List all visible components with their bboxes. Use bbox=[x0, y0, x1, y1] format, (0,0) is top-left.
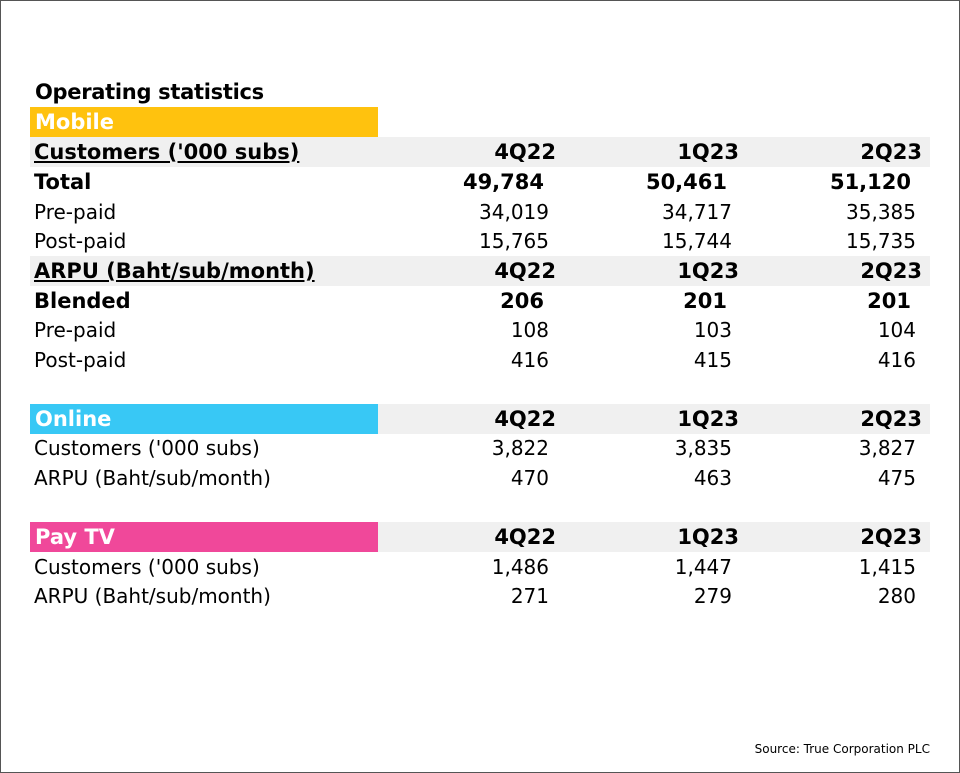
quarter-label: 1Q23 bbox=[677, 525, 739, 549]
mobile-arpu-header-row: ARPU (Baht/sub/month) 4Q22 1Q23 2Q23 bbox=[30, 256, 930, 286]
mobile-customers-header-row: Customers ('000 subs) 4Q22 1Q23 2Q23 bbox=[30, 137, 930, 167]
row-value: 3,822 bbox=[491, 436, 549, 460]
mobile-section-bar bbox=[30, 107, 378, 137]
row-value: 104 bbox=[877, 318, 916, 342]
mobile-total-row: Total 49,784 50,461 51,120 bbox=[30, 167, 930, 197]
row-value: 34,019 bbox=[479, 200, 549, 224]
row-value: 1,486 bbox=[491, 555, 549, 579]
row-value: 34,717 bbox=[662, 200, 732, 224]
quarter-label: 4Q22 bbox=[494, 140, 556, 164]
row-value: 3,827 bbox=[858, 436, 916, 460]
page-title: Operating statistics bbox=[35, 80, 264, 104]
row-value: 15,735 bbox=[846, 229, 916, 253]
quarter-label: 2Q23 bbox=[860, 259, 922, 283]
mobile-blended-row: Blended 206 201 201 bbox=[30, 286, 930, 316]
customers-header-label: Customers ('000 subs) bbox=[34, 140, 300, 164]
online-customers-row: Customers ('000 subs) 3,822 3,835 3,827 bbox=[30, 433, 930, 463]
row-value: 280 bbox=[877, 584, 916, 608]
mobile-arpu-postpaid-row: Post-paid 416 415 416 bbox=[30, 345, 930, 375]
quarter-label: 4Q22 bbox=[494, 407, 556, 431]
quarter-label: 1Q23 bbox=[677, 259, 739, 283]
quarter-label: 4Q22 bbox=[494, 259, 556, 283]
row-label: Customers ('000 subs) bbox=[34, 555, 260, 579]
row-value: 50,461 bbox=[645, 170, 727, 194]
row-value: 475 bbox=[877, 466, 916, 490]
row-value: 1,447 bbox=[674, 555, 732, 579]
quarter-label: 4Q22 bbox=[494, 525, 556, 549]
row-label: Pre-paid bbox=[34, 200, 117, 224]
row-value: 49,784 bbox=[462, 170, 544, 194]
row-value: 201 bbox=[867, 289, 911, 313]
row-label: Post-paid bbox=[34, 229, 127, 253]
online-section-bar bbox=[30, 404, 378, 434]
row-value: 35,385 bbox=[846, 200, 916, 224]
quarter-label: 2Q23 bbox=[860, 140, 922, 164]
quarter-label: 1Q23 bbox=[677, 407, 739, 431]
mobile-arpu-prepaid-row: Pre-paid 108 103 104 bbox=[30, 315, 930, 345]
arpu-header-label: ARPU (Baht/sub/month) bbox=[34, 259, 315, 283]
mobile-section-label: Mobile bbox=[35, 110, 114, 134]
paytv-customers-row: Customers ('000 subs) 1,486 1,447 1,415 bbox=[30, 552, 930, 582]
row-value: 108 bbox=[510, 318, 549, 342]
quarter-label: 2Q23 bbox=[860, 525, 922, 549]
row-value: 416 bbox=[510, 348, 549, 372]
row-value: 279 bbox=[693, 584, 732, 608]
row-value: 1,415 bbox=[858, 555, 916, 579]
row-value: 15,765 bbox=[479, 229, 549, 253]
paytv-arpu-row: ARPU (Baht/sub/month) 271 279 280 bbox=[30, 581, 930, 611]
paytv-section-header: Pay TV 4Q22 1Q23 2Q23 bbox=[30, 522, 930, 552]
row-value: 201 bbox=[683, 289, 727, 313]
online-section-header: Online 4Q22 1Q23 2Q23 bbox=[30, 404, 930, 434]
row-value: 3,835 bbox=[674, 436, 732, 460]
paytv-section-bar bbox=[30, 522, 378, 552]
row-value: 470 bbox=[510, 466, 549, 490]
row-label: Customers ('000 subs) bbox=[34, 436, 260, 460]
row-label: Post-paid bbox=[34, 348, 127, 372]
mobile-postpaid-row: Post-paid 15,765 15,744 15,735 bbox=[30, 226, 930, 256]
row-value: 206 bbox=[500, 289, 544, 313]
row-label: Blended bbox=[34, 289, 131, 313]
row-label: ARPU (Baht/sub/month) bbox=[34, 584, 271, 608]
source-note: Source: True Corporation PLC bbox=[754, 742, 930, 756]
row-value: 463 bbox=[693, 466, 732, 490]
paytv-section-label: Pay TV bbox=[35, 525, 115, 549]
mobile-prepaid-row: Pre-paid 34,019 34,717 35,385 bbox=[30, 197, 930, 227]
row-value: 15,744 bbox=[662, 229, 732, 253]
quarter-label: 1Q23 bbox=[677, 140, 739, 164]
row-value: 271 bbox=[510, 584, 549, 608]
row-value: 416 bbox=[877, 348, 916, 372]
row-value: 103 bbox=[693, 318, 732, 342]
row-label: ARPU (Baht/sub/month) bbox=[34, 466, 271, 490]
row-value: 415 bbox=[693, 348, 732, 372]
row-label: Pre-paid bbox=[34, 318, 117, 342]
online-arpu-row: ARPU (Baht/sub/month) 470 463 475 bbox=[30, 463, 930, 493]
mobile-section-header: Mobile bbox=[30, 107, 930, 137]
row-value: 51,120 bbox=[829, 170, 911, 194]
quarter-label: 2Q23 bbox=[860, 407, 922, 431]
row-label: Total bbox=[34, 170, 92, 194]
online-section-label: Online bbox=[35, 407, 112, 431]
